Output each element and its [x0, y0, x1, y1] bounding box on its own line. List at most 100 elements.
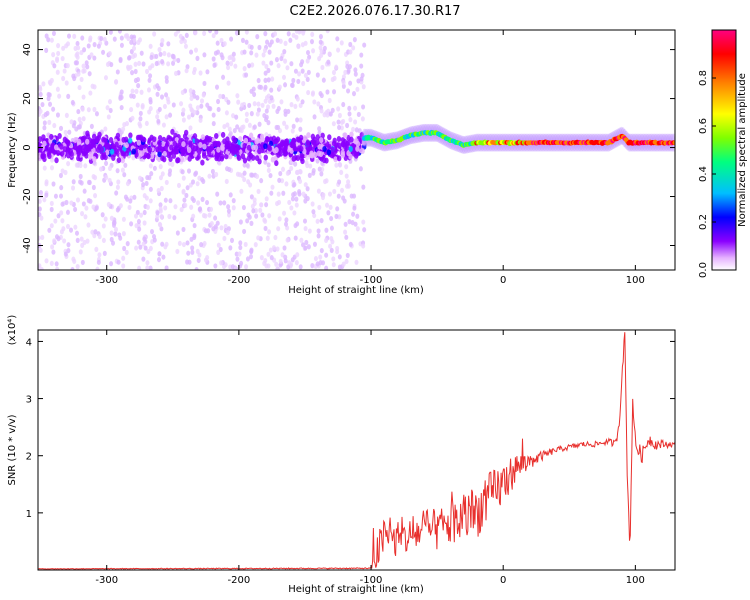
- spectral-speck: [271, 245, 276, 251]
- spectral-speck: [268, 247, 273, 253]
- spectral-speck: [94, 111, 99, 117]
- spectral-speck: [312, 99, 317, 105]
- spectral-speck: [337, 124, 342, 131]
- spectral-band-point: [54, 157, 59, 164]
- spectral-speck: [244, 117, 249, 123]
- spectral-speck: [137, 175, 142, 181]
- spectral-speck: [235, 93, 240, 99]
- spectral-speck: [334, 162, 339, 168]
- spectral-speck: [274, 261, 279, 267]
- spectral-speck: [155, 114, 160, 120]
- spectral-speck: [99, 35, 104, 42]
- spectral-speck: [227, 166, 232, 173]
- spectral-speck: [289, 61, 294, 67]
- spectral-speck: [66, 93, 71, 99]
- spectral-speck: [249, 194, 254, 200]
- spectral-speck: [277, 199, 282, 206]
- spectral-band-point: [82, 150, 88, 157]
- spectral-speck: [86, 43, 91, 49]
- spectral-speck: [183, 202, 188, 208]
- spectral-speck: [38, 263, 42, 269]
- spectral-speck: [141, 61, 146, 67]
- spectral-speck: [229, 36, 234, 42]
- spectral-speck: [182, 38, 187, 44]
- spectral-speck: [141, 241, 146, 247]
- spectral-speck: [75, 51, 80, 57]
- spectral-speck: [290, 128, 295, 134]
- spectral-speck: [266, 167, 271, 174]
- x-tick-label: -100: [360, 275, 383, 286]
- spectral-speck: [75, 237, 80, 243]
- spectral-speck: [94, 246, 99, 252]
- spectral-speck: [254, 213, 259, 219]
- spectral-speck: [260, 212, 265, 218]
- spectral-speck: [300, 99, 305, 105]
- spectral-speck: [141, 256, 146, 262]
- spectrogram-x-label: Height of straight line (km): [288, 285, 424, 296]
- spectral-speck: [71, 179, 76, 185]
- spectral-speck: [138, 116, 143, 122]
- spectral-speck: [263, 70, 268, 76]
- spectral-speck: [205, 102, 210, 108]
- spectral-speck: [282, 49, 287, 55]
- spectral-band-point: [207, 150, 212, 157]
- spectral-speck: [155, 91, 160, 97]
- y-tick-label: 20: [22, 92, 33, 105]
- spectral-speck: [286, 264, 291, 270]
- spectral-speck: [275, 37, 280, 43]
- spectral-speck: [166, 52, 171, 58]
- spectral-speck: [353, 221, 358, 227]
- spectral-speck: [316, 188, 321, 194]
- spectral-speck: [228, 245, 233, 251]
- spectral-speck: [278, 38, 283, 44]
- spectral-speck: [108, 30, 113, 35]
- spectral-speck: [57, 93, 62, 99]
- spectral-speck: [245, 162, 250, 168]
- spectral-band-point: [115, 132, 121, 139]
- spectral-speck: [289, 205, 294, 211]
- spectral-band-point: [157, 140, 162, 147]
- spectral-speck: [326, 108, 331, 114]
- spectral-speck: [129, 39, 134, 45]
- spectral-speck: [277, 177, 282, 183]
- spectral-speck: [240, 37, 245, 43]
- spectral-speck: [116, 259, 121, 265]
- spectral-speck: [86, 107, 91, 113]
- spectral-speck: [129, 34, 134, 40]
- spectral-speck: [198, 206, 203, 212]
- spectral-speck: [208, 30, 213, 34]
- spectral-speck: [355, 86, 360, 92]
- spectral-speck: [76, 45, 81, 51]
- spectral-speck: [114, 79, 119, 85]
- spectral-speck: [195, 105, 200, 111]
- spectral-speck: [173, 70, 178, 77]
- spectral-speck: [346, 179, 351, 185]
- spectral-band-point: [336, 155, 342, 162]
- spectral-speck: [361, 104, 366, 110]
- spectral-speck: [227, 55, 232, 61]
- spectral-speck: [123, 33, 128, 39]
- spectral-band-point: [57, 133, 62, 140]
- spectral-speck: [59, 185, 64, 191]
- spectral-speck: [286, 31, 291, 37]
- spectral-speck: [341, 118, 346, 125]
- spectral-speck: [285, 65, 290, 71]
- spectral-speck: [59, 125, 64, 131]
- spectral-band-point: [235, 150, 240, 157]
- spectral-speck: [140, 104, 145, 110]
- spectral-speck: [144, 180, 149, 187]
- spectral-speck: [263, 77, 268, 83]
- spectral-band-point: [322, 145, 327, 152]
- spectral-speck: [325, 202, 330, 208]
- spectral-speck: [70, 267, 75, 270]
- spectral-speck: [238, 244, 243, 251]
- spectral-speck: [228, 192, 233, 198]
- spectral-speck: [343, 229, 348, 235]
- spectral-speck: [326, 210, 331, 216]
- spectral-speck: [87, 71, 92, 77]
- spectral-speck: [327, 191, 332, 197]
- spectral-speck: [148, 198, 153, 204]
- spectral-speck: [299, 62, 304, 68]
- spectral-speck: [94, 205, 99, 211]
- spectral-speck: [276, 226, 281, 232]
